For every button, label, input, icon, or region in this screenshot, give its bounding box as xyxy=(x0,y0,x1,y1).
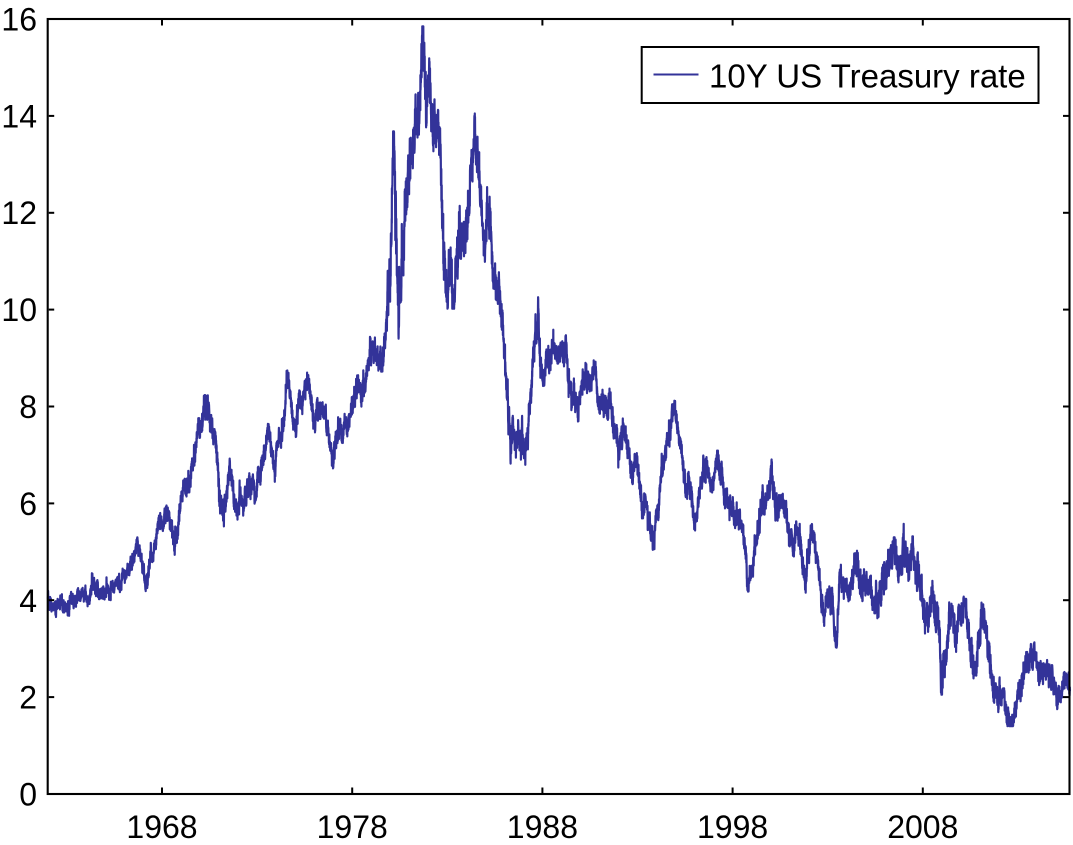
svg-text:4: 4 xyxy=(19,583,37,619)
svg-text:1968: 1968 xyxy=(126,809,197,845)
svg-text:2: 2 xyxy=(19,680,37,716)
svg-text:14: 14 xyxy=(1,98,37,134)
svg-text:1978: 1978 xyxy=(317,809,388,845)
svg-text:16: 16 xyxy=(1,2,37,38)
svg-text:2008: 2008 xyxy=(887,809,958,845)
svg-text:6: 6 xyxy=(19,486,37,522)
svg-text:12: 12 xyxy=(1,195,37,231)
svg-text:0: 0 xyxy=(19,777,37,813)
svg-text:1998: 1998 xyxy=(697,809,768,845)
svg-text:1988: 1988 xyxy=(507,809,578,845)
svg-text:8: 8 xyxy=(19,389,37,425)
svg-text:10: 10 xyxy=(1,292,37,328)
svg-text:10Y US Treasury rate: 10Y US Treasury rate xyxy=(709,58,1026,95)
